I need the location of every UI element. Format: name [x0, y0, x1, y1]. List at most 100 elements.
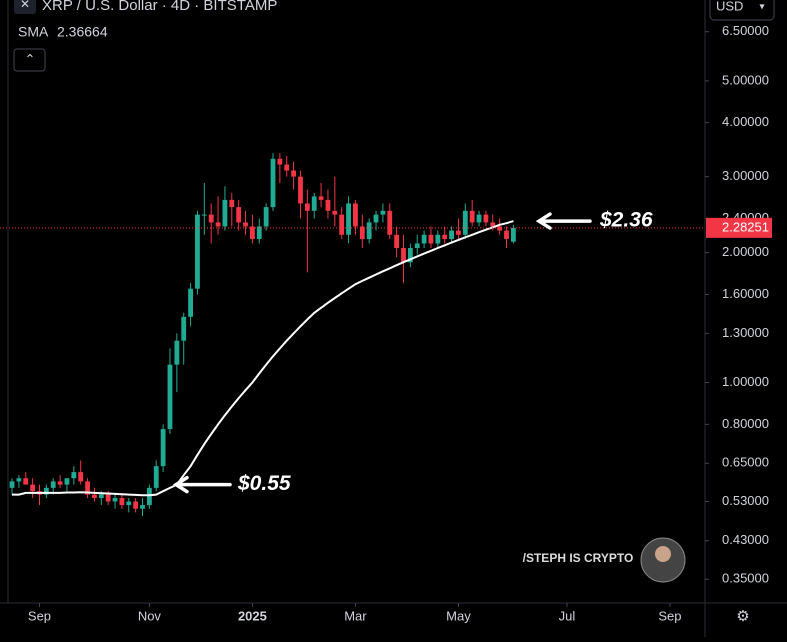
candle-body — [339, 214, 345, 235]
candle-body — [92, 494, 97, 498]
annotation-arrow — [535, 212, 592, 230]
candle-body — [16, 478, 22, 482]
candle-body — [449, 230, 454, 240]
candle-body — [497, 226, 503, 231]
candle-body — [373, 214, 379, 223]
candle-body — [469, 210, 475, 223]
candle-body — [318, 196, 324, 200]
annotation-arrow — [172, 475, 232, 494]
chart-title: XRP / U.S. Dollar · 4D · BITSTAMP — [42, 0, 277, 14]
last-price-box — [706, 217, 772, 238]
candle-body — [263, 207, 269, 227]
candle-body — [249, 226, 255, 240]
x-tick-label: Mar — [344, 608, 367, 623]
candle-body — [9, 481, 15, 488]
candle-body — [85, 481, 90, 495]
y-tick-label: 0.65000 — [722, 455, 769, 470]
watermark: /STEPH IS CRYPTO — [523, 551, 634, 565]
candle-body — [291, 170, 297, 177]
candle-body — [78, 472, 84, 482]
candle-body — [160, 429, 166, 467]
candle-body — [64, 478, 70, 485]
candle-body — [243, 222, 248, 227]
sma-value: 2.36664 — [57, 24, 108, 40]
candle-body — [325, 199, 331, 211]
candle-body — [353, 203, 358, 227]
candle-body — [119, 497, 125, 506]
y-tick-label: 0.53000 — [722, 493, 769, 508]
candle-body — [57, 481, 63, 485]
candle-body — [98, 494, 104, 498]
y-tick-label: 0.43000 — [722, 532, 769, 547]
candle-body — [215, 222, 221, 227]
candle-body — [387, 210, 393, 235]
candle-body — [181, 316, 187, 341]
candle-body — [401, 247, 406, 263]
collapse-icon: ⌃ — [25, 51, 36, 66]
candle-body — [153, 466, 159, 488]
candle-body — [126, 501, 132, 506]
x-tick-label: Jul — [559, 608, 576, 623]
y-tick-label: 1.30000 — [722, 325, 769, 340]
candle-body — [201, 214, 207, 216]
candle-body — [112, 497, 118, 502]
close-button[interactable] — [14, 0, 36, 14]
candle-body — [346, 203, 351, 235]
y-tick-label: 5.00000 — [722, 72, 769, 87]
y-tick-label: 0.80000 — [722, 416, 769, 431]
candle-body — [71, 472, 77, 479]
candle-body — [510, 227, 516, 242]
candle-body — [188, 288, 193, 317]
y-tick-label: 4.00000 — [722, 114, 769, 129]
x-tick-label: Sep — [658, 608, 681, 623]
candle-body — [23, 478, 29, 485]
y-tick-label: 3.00000 — [722, 168, 769, 183]
candle-body — [359, 226, 365, 240]
candle-body — [50, 481, 56, 488]
annotation: $0.55 — [237, 472, 291, 495]
candle-body — [140, 505, 145, 509]
candle-body — [462, 210, 468, 235]
candle-body — [195, 214, 200, 289]
candle-body — [490, 222, 496, 227]
settings-icon: ⚙ — [736, 608, 749, 625]
candle-body — [229, 199, 235, 208]
currency-button[interactable] — [709, 0, 775, 21]
candle-body — [476, 214, 482, 223]
currency-caret: ▾ — [759, 2, 764, 13]
candle-body — [222, 199, 228, 227]
candle-body — [105, 494, 111, 502]
collapse-button[interactable] — [13, 48, 46, 72]
candle-body — [311, 196, 317, 211]
close-icon: ✕ — [20, 0, 30, 11]
candle-body — [332, 210, 338, 215]
y-tick-label: 1.60000 — [722, 286, 769, 301]
candle-body — [421, 234, 427, 244]
y-tick-label: 1.00000 — [722, 374, 769, 389]
candle-body — [208, 214, 214, 223]
candle-body — [43, 487, 49, 495]
candle-body — [304, 203, 310, 211]
x-tick-label: 2025 — [238, 608, 267, 623]
last-price-label: 2.28251 — [722, 219, 769, 234]
candle-body — [435, 234, 441, 244]
candle-body — [394, 234, 400, 248]
candle-body — [380, 210, 386, 215]
candle-body — [270, 158, 276, 208]
y-tick-label: 6.50000 — [722, 23, 769, 38]
annotation: $2.36 — [599, 209, 653, 232]
candle-body — [236, 207, 242, 223]
candle-body — [284, 164, 290, 171]
candle-body — [428, 234, 434, 244]
sma-name: SMA — [18, 24, 49, 40]
candle-body — [442, 234, 448, 240]
candle-body — [146, 487, 152, 506]
candle-body — [133, 501, 139, 509]
candle-body — [366, 222, 372, 240]
x-tick-label: Sep — [28, 608, 51, 623]
candle-body — [456, 230, 461, 235]
candle-body — [504, 230, 509, 240]
candle-body — [277, 158, 283, 165]
